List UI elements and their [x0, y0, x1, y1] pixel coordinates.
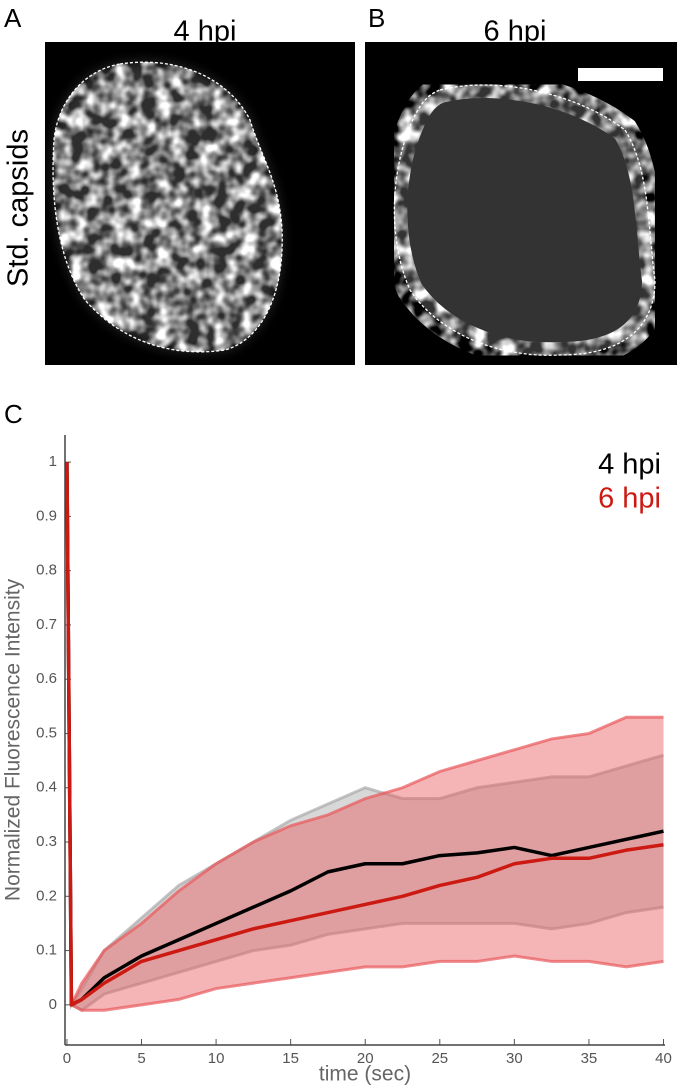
- legend-entry: 6 hpi: [598, 483, 661, 515]
- error-bound: [65, 462, 664, 1012]
- row-label: Std. capsids: [3, 129, 35, 287]
- y-tick-label: 1: [49, 453, 57, 470]
- y-axis-label: Normalized Fluorescence Intensity: [2, 578, 25, 901]
- y-tick-label: 0.9: [36, 507, 57, 524]
- y-tick-label: 0.1: [36, 942, 57, 959]
- mean-line: [65, 462, 664, 1007]
- x-tick-label: 30: [506, 1050, 523, 1067]
- x-tick-label: 10: [208, 1050, 225, 1067]
- x-tick-label: 0: [63, 1050, 71, 1067]
- panel-label: C: [4, 399, 23, 429]
- mean-line: [65, 462, 664, 1007]
- y-tick-label: 0.8: [36, 562, 57, 579]
- error-band: [66, 462, 664, 1011]
- micrograph-a: [45, 42, 355, 365]
- y-tick-label: 0.5: [36, 724, 57, 741]
- error-bound: [65, 462, 664, 1013]
- panel-label: B: [368, 3, 385, 33]
- x-axis-label: time (sec): [319, 1063, 411, 1086]
- panel-title: 6 hpi: [484, 16, 547, 48]
- x-tick-label: 20: [357, 1050, 374, 1067]
- y-tick-label: 0.6: [36, 670, 57, 687]
- error-band: [66, 462, 664, 1011]
- x-tick-label: 15: [282, 1050, 299, 1067]
- x-tick-label: 25: [431, 1050, 448, 1067]
- panel-label: A: [4, 3, 22, 33]
- panel-title: 4 hpi: [174, 16, 237, 48]
- legend-entry: 4 hpi: [598, 449, 661, 481]
- y-tick-label: 0.3: [36, 833, 57, 850]
- x-tick-label: 35: [581, 1050, 598, 1067]
- micrograph-b: [365, 42, 677, 369]
- error-bound: [65, 462, 664, 1006]
- y-tick-label: 0.4: [36, 779, 57, 796]
- y-tick-label: 0: [49, 996, 57, 1013]
- scale-bar: [578, 68, 663, 81]
- y-tick-label: 0.7: [36, 616, 57, 633]
- x-tick-label: 5: [137, 1050, 145, 1067]
- x-tick-label: 40: [655, 1050, 672, 1067]
- y-tick-label: 0.2: [36, 887, 57, 904]
